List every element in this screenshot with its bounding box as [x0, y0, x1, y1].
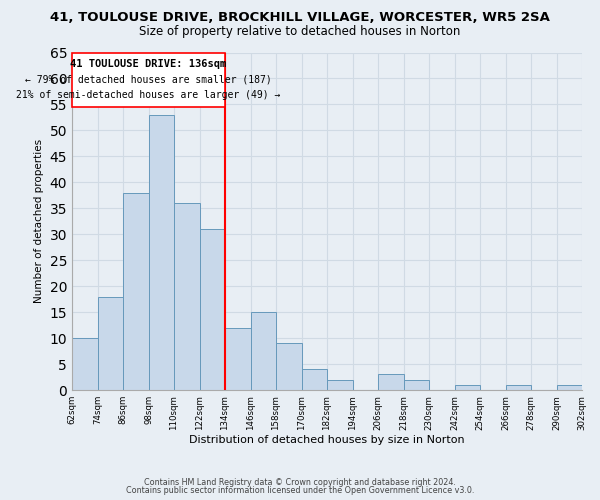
Y-axis label: Number of detached properties: Number of detached properties	[34, 139, 44, 304]
Bar	[200, 229, 225, 390]
Bar	[149, 115, 174, 390]
Bar	[302, 369, 327, 390]
FancyBboxPatch shape	[72, 52, 225, 107]
Bar	[557, 385, 582, 390]
X-axis label: Distribution of detached houses by size in Norton: Distribution of detached houses by size …	[189, 436, 465, 446]
Bar	[455, 385, 480, 390]
Text: Contains HM Land Registry data © Crown copyright and database right 2024.: Contains HM Land Registry data © Crown c…	[144, 478, 456, 487]
Text: Size of property relative to detached houses in Norton: Size of property relative to detached ho…	[139, 25, 461, 38]
Bar	[72, 338, 98, 390]
Bar	[276, 344, 302, 390]
Bar	[251, 312, 276, 390]
Bar	[98, 296, 123, 390]
Text: 21% of semi-detached houses are larger (49) →: 21% of semi-detached houses are larger (…	[16, 90, 281, 100]
Bar	[174, 203, 200, 390]
Bar	[505, 385, 531, 390]
Bar	[225, 328, 251, 390]
Text: Contains public sector information licensed under the Open Government Licence v3: Contains public sector information licen…	[126, 486, 474, 495]
Text: ← 79% of detached houses are smaller (187): ← 79% of detached houses are smaller (18…	[25, 74, 272, 85]
Text: 41, TOULOUSE DRIVE, BROCKHILL VILLAGE, WORCESTER, WR5 2SA: 41, TOULOUSE DRIVE, BROCKHILL VILLAGE, W…	[50, 11, 550, 24]
Bar	[404, 380, 429, 390]
Text: 41 TOULOUSE DRIVE: 136sqm: 41 TOULOUSE DRIVE: 136sqm	[70, 58, 227, 68]
Bar	[123, 192, 149, 390]
Bar	[327, 380, 353, 390]
Bar	[378, 374, 404, 390]
